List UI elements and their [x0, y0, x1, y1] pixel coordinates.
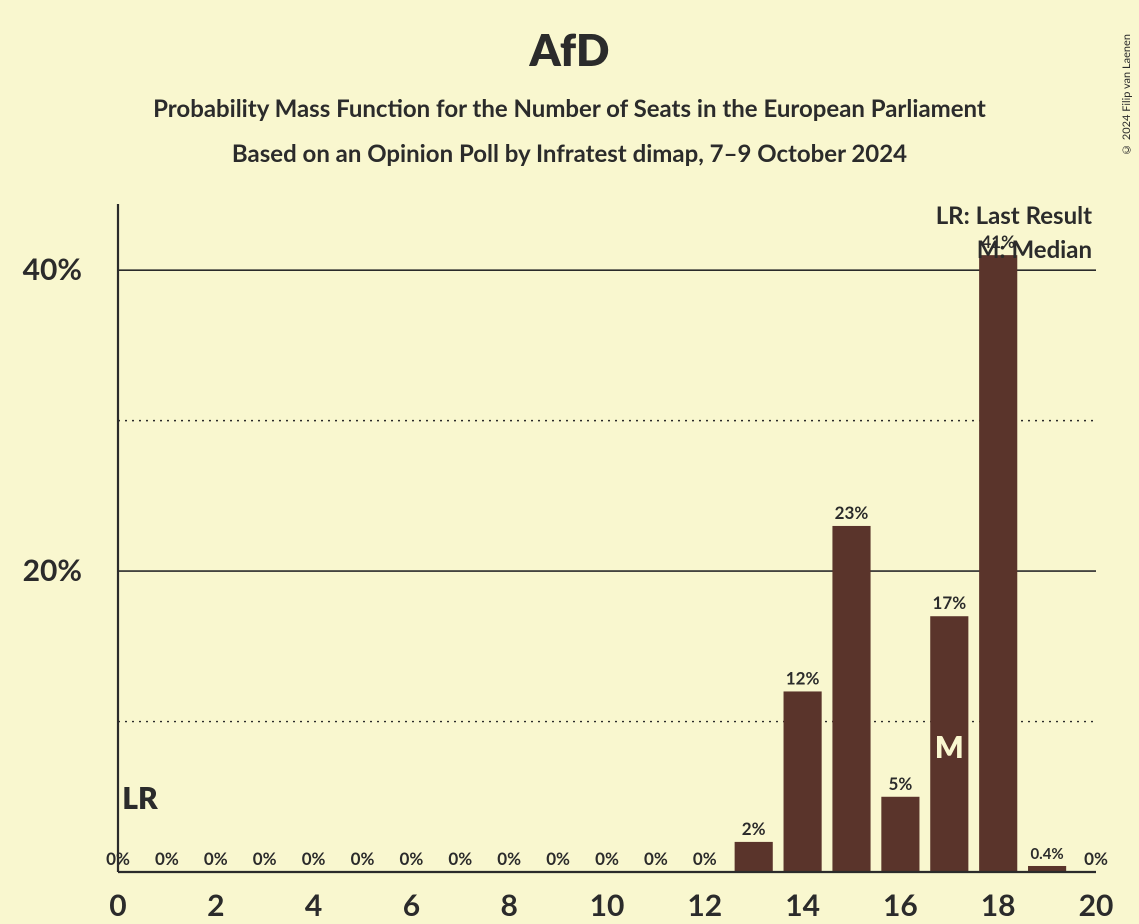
bar-value-label: 0% [595, 848, 619, 869]
x-tick-label: 18 [981, 887, 1016, 923]
x-tick-label: 8 [500, 887, 517, 923]
bar-value-label: 0% [546, 848, 570, 869]
bar [881, 797, 919, 872]
chart-subtitle-2: Based on an Opinion Poll by Infratest di… [0, 139, 1139, 168]
bar-value-label: 0% [448, 848, 472, 869]
x-tick-label: 4 [305, 887, 322, 923]
x-tick-label: 14 [785, 887, 820, 923]
bar-value-label: 0% [644, 848, 668, 869]
x-tick-label: 2 [207, 887, 224, 923]
pmf-bar-chart: 20% 40% 0% 0% 0% 0% 0% 0% 0% 0% 0% 0% 0% 0% 0% 2% 12% 23%… [0, 202, 1139, 924]
y-tick-label: 40% [23, 251, 82, 287]
legend-median: M: Median [977, 235, 1092, 264]
bar [832, 526, 870, 872]
x-tick-label: 16 [883, 887, 918, 923]
copyright-text: © 2024 Filip van Laenen [1120, 34, 1133, 156]
bar-value-label: 0% [253, 848, 277, 869]
bar-value-label: 5% [889, 773, 913, 794]
bar [979, 255, 1017, 872]
median-marker: M [935, 729, 964, 765]
bar [735, 842, 773, 872]
bar-value-label: 12% [786, 667, 820, 688]
bar [784, 691, 822, 872]
last-result-marker: LR [122, 780, 158, 816]
bar-value-label: 0% [204, 848, 228, 869]
bar-value-label: 0% [302, 848, 326, 869]
chart-area: 20% 40% 0% 0% 0% 0% 0% 0% 0% 0% 0% 0% 0% 0% 0% 2% 12% 23%… [0, 202, 1139, 924]
x-tick-label: 20 [1079, 887, 1114, 923]
bar-value-label: 0% [400, 848, 424, 869]
chart-subtitle-1: Probability Mass Function for the Number… [0, 94, 1139, 123]
x-tick-label: 6 [403, 887, 420, 923]
bar-value-label: 0% [1084, 848, 1108, 869]
bar-value-label: 17% [932, 592, 966, 613]
x-tick-label: 12 [687, 887, 722, 923]
bar-value-label: 23% [835, 502, 869, 523]
x-tick-label: 10 [590, 887, 625, 923]
x-tick-label: 0 [109, 887, 126, 923]
legend-last-result: LR: Last Result [936, 202, 1092, 230]
bar-value-label: 0% [351, 848, 375, 869]
bar-value-label: 2% [742, 818, 766, 839]
bar-value-label: 0% [155, 848, 179, 869]
bar-value-label: 0.4% [1030, 845, 1063, 863]
bar-value-label: 0% [497, 848, 521, 869]
y-tick-label: 20% [23, 552, 82, 588]
chart-title: AfD [0, 24, 1139, 76]
bar-value-label: 0% [693, 848, 717, 869]
